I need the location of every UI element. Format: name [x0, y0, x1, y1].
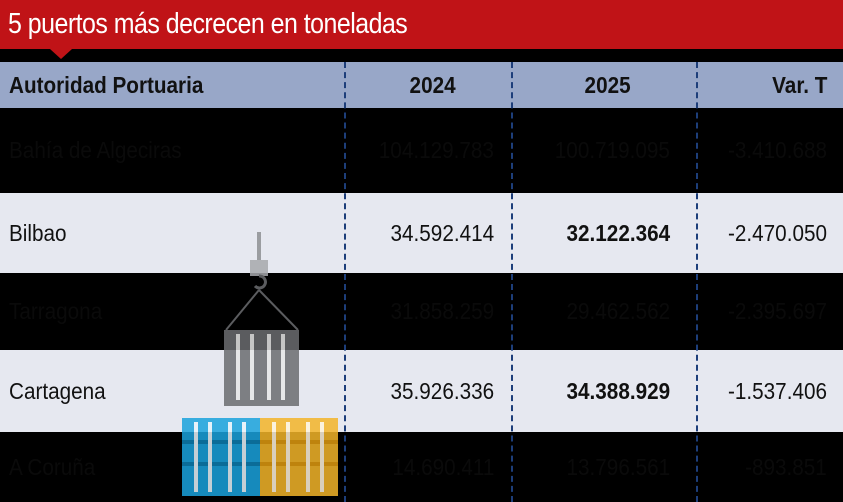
crane-containers-icon: [182, 232, 338, 496]
table-row: A Coruña 14.690.411 13.796.561 -893.851: [0, 432, 843, 502]
header-var: Var. T: [771, 71, 827, 98]
value-2024: 14.690.411: [391, 453, 494, 480]
table-row: Cartagena 35.926.336 34.388.929 -1.537.4…: [0, 350, 843, 432]
column-divider: [511, 62, 513, 502]
value-2025: 29.462.562: [566, 297, 670, 324]
chart-title: 5 puertos más decrecen en toneladas: [8, 8, 408, 40]
header-2025: 2025: [584, 71, 632, 98]
table-row: Bilbao 34.592.414 32.122.364 -2.470.050: [0, 193, 843, 273]
value-2024: 104.129.783: [378, 136, 494, 163]
value-2024: 31.858.259: [390, 297, 494, 324]
value-var: -2.395.697: [728, 297, 827, 324]
port-name: A Coruña: [9, 453, 96, 480]
title-banner: 5 puertos más decrecen en toneladas: [0, 0, 843, 49]
table-row: Bahía de Algeciras 104.129.783 100.719.0…: [0, 112, 843, 188]
value-var: -1.537.406: [728, 377, 827, 404]
port-name: Bahía de Algeciras: [9, 136, 182, 163]
port-name: Bilbao: [9, 219, 67, 246]
port-name: Cartagena: [9, 377, 106, 404]
column-divider: [696, 62, 698, 502]
value-2024: 34.592.414: [390, 219, 494, 246]
port-name: Tarragona: [9, 297, 103, 324]
column-divider: [344, 62, 346, 502]
header-port: Autoridad Portuaria: [9, 71, 204, 98]
value-var: -893.851: [745, 453, 827, 480]
table-header: Autoridad Portuaria 2024 2025 Var. T: [0, 62, 843, 108]
table-row: Tarragona 31.858.259 29.462.562 -2.395.6…: [0, 273, 843, 349]
value-2025: 100.719.095: [554, 136, 670, 163]
header-2024: 2024: [409, 71, 457, 98]
value-var: -3.410.688: [728, 136, 827, 163]
banner-pointer: [50, 49, 72, 59]
value-2025: 13.796.561: [566, 453, 670, 480]
value-2024: 35.926.336: [390, 377, 494, 404]
value-var: -2.470.050: [728, 219, 827, 246]
value-2025: 32.122.364: [566, 219, 670, 246]
value-2025: 34.388.929: [566, 377, 670, 404]
